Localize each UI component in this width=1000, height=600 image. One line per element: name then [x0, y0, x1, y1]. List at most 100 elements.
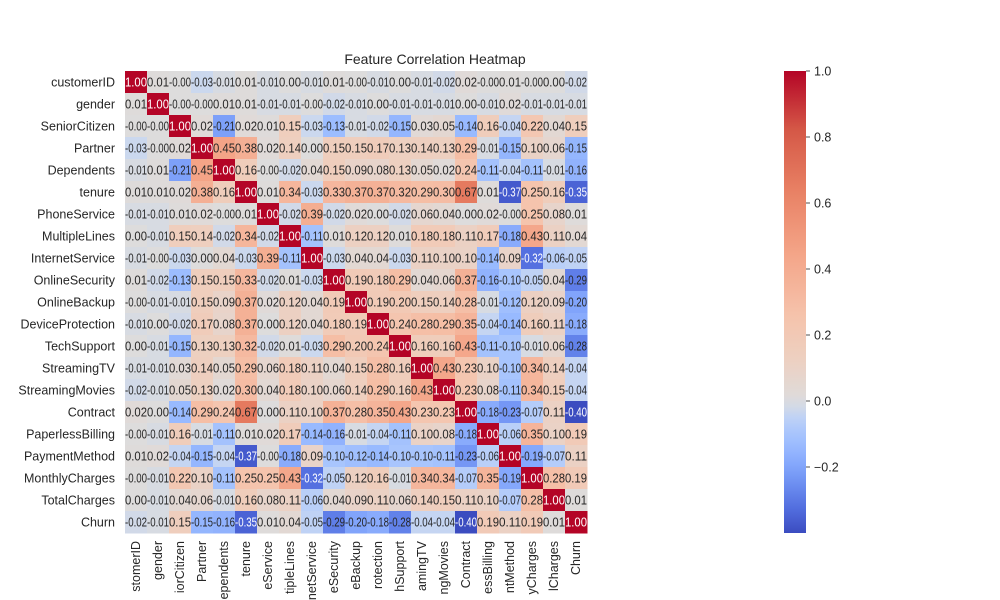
heatmap-cell [257, 379, 280, 402]
heatmap-cell [565, 423, 588, 446]
heatmap-cell [521, 203, 544, 226]
heatmap-cell [521, 159, 544, 182]
cell-value-label: 0.18 [411, 230, 433, 244]
cell-value-label: 1.00 [389, 340, 411, 354]
cell-value-label: 0.16 [213, 186, 235, 200]
heatmap-cell [521, 467, 544, 490]
cell-value-label: -0.11 [389, 428, 411, 442]
heatmap-cell [389, 335, 412, 358]
cell-value-label: -0.02 [213, 230, 235, 244]
heatmap-cell [565, 225, 588, 248]
cell-value-label: 0.09 [213, 296, 235, 310]
heatmap-cell [257, 357, 280, 380]
heatmap-cell [323, 511, 346, 534]
heatmap-cell [543, 159, 566, 182]
row-label: StreamingTV [42, 362, 116, 376]
heatmap-cell [455, 159, 478, 182]
cell-value-label: 0.37 [345, 186, 367, 200]
cell-value-label: 0.11 [543, 230, 565, 244]
heatmap-cell [257, 137, 280, 160]
cell-value-label: 0.15 [323, 142, 345, 156]
cell-value-label: 0.00 [367, 98, 389, 112]
heatmap-cell [389, 379, 412, 402]
heatmap-cell [433, 379, 456, 402]
heatmap-cell [455, 137, 478, 160]
heatmap-cell [521, 379, 544, 402]
heatmap-cell [257, 247, 280, 270]
cell-value-label: -0.00 [257, 164, 279, 178]
heatmap-cell [367, 159, 390, 182]
heatmap-cell [389, 115, 412, 138]
heatmap-cell [565, 357, 588, 380]
heatmap-cell [455, 247, 478, 270]
cell-value-label: 0.00 [301, 142, 323, 156]
heatmap-cell [411, 335, 434, 358]
heatmap-cell [411, 159, 434, 182]
cell-value-label: 0.33 [235, 274, 257, 288]
cell-value-label: -0.12 [499, 296, 521, 310]
cell-value-label: 1.00 [521, 472, 543, 486]
cell-value-label: 0.34 [279, 186, 301, 200]
heatmap-cell [279, 269, 302, 292]
cell-value-label: -0.02 [323, 98, 345, 112]
cell-value-label: 0.08 [433, 428, 455, 442]
cell-value-label: 0.02 [345, 208, 367, 222]
cell-value-label: -0.01 [147, 362, 169, 376]
cell-value-label: -0.01 [147, 428, 169, 442]
heatmap-cell [125, 247, 148, 270]
heatmap-cell [521, 445, 544, 468]
heatmap-cell [367, 313, 390, 336]
heatmap-cell [455, 401, 478, 424]
cell-value-label: -0.04 [565, 384, 587, 398]
cell-value-label: 0.02 [169, 186, 191, 200]
heatmap-cell [147, 335, 170, 358]
heatmap-cell [455, 269, 478, 292]
heatmap-cell [169, 203, 192, 226]
cell-value-label: 0.19 [323, 296, 345, 310]
cell-value-label: 0.01 [125, 98, 147, 112]
heatmap-cell [301, 225, 324, 248]
cell-value-label: -0.02 [257, 274, 279, 288]
cell-value-label: -0.00 [213, 208, 235, 222]
row-label: PhoneService [37, 208, 115, 222]
heatmap-cell [125, 445, 148, 468]
heatmap-cell [433, 115, 456, 138]
cell-value-label: 0.02 [125, 406, 147, 420]
cell-value-label: 0.18 [367, 274, 389, 288]
heatmap-cell [191, 115, 214, 138]
heatmap-cell [455, 93, 478, 116]
column-label: ependents [217, 541, 231, 599]
heatmap-cell [191, 93, 214, 116]
cell-value-label: 0.15 [565, 120, 587, 134]
cell-value-label: -0.01 [367, 76, 389, 90]
cell-value-label: 0.12 [345, 472, 367, 486]
heatmap-cell [477, 159, 500, 182]
heatmap-cell [455, 379, 478, 402]
cell-value-label: 0.00 [191, 252, 213, 266]
cell-value-label: 0.06 [389, 494, 411, 508]
cell-value-label: -0.18 [279, 450, 301, 464]
heatmap-cell [433, 71, 456, 94]
heatmap-cell [191, 181, 214, 204]
heatmap-cell [565, 137, 588, 160]
cell-value-label: 1.00 [345, 296, 367, 310]
heatmap-cell [345, 357, 368, 380]
cell-value-label: 0.16 [543, 186, 565, 200]
cell-value-label: 0.04 [543, 274, 565, 288]
heatmap-cell [411, 511, 434, 534]
heatmap-cell [125, 181, 148, 204]
cell-value-label: -0.01 [147, 494, 169, 508]
heatmap-cell [345, 137, 368, 160]
heatmap-cell [389, 159, 412, 182]
column-label: eSecurity [327, 540, 341, 593]
heatmap-cell [565, 269, 588, 292]
cell-value-label: -0.10 [323, 450, 345, 464]
cell-value-label: 0.43 [455, 340, 477, 354]
cell-value-label: 0.16 [367, 472, 389, 486]
column-label: iorCitizen [173, 541, 187, 593]
heatmap-cell [565, 159, 588, 182]
cell-value-label: 0.01 [125, 450, 147, 464]
cell-value-label: 0.02 [191, 208, 213, 222]
heatmap-cell [433, 291, 456, 314]
heatmap-cell [455, 313, 478, 336]
